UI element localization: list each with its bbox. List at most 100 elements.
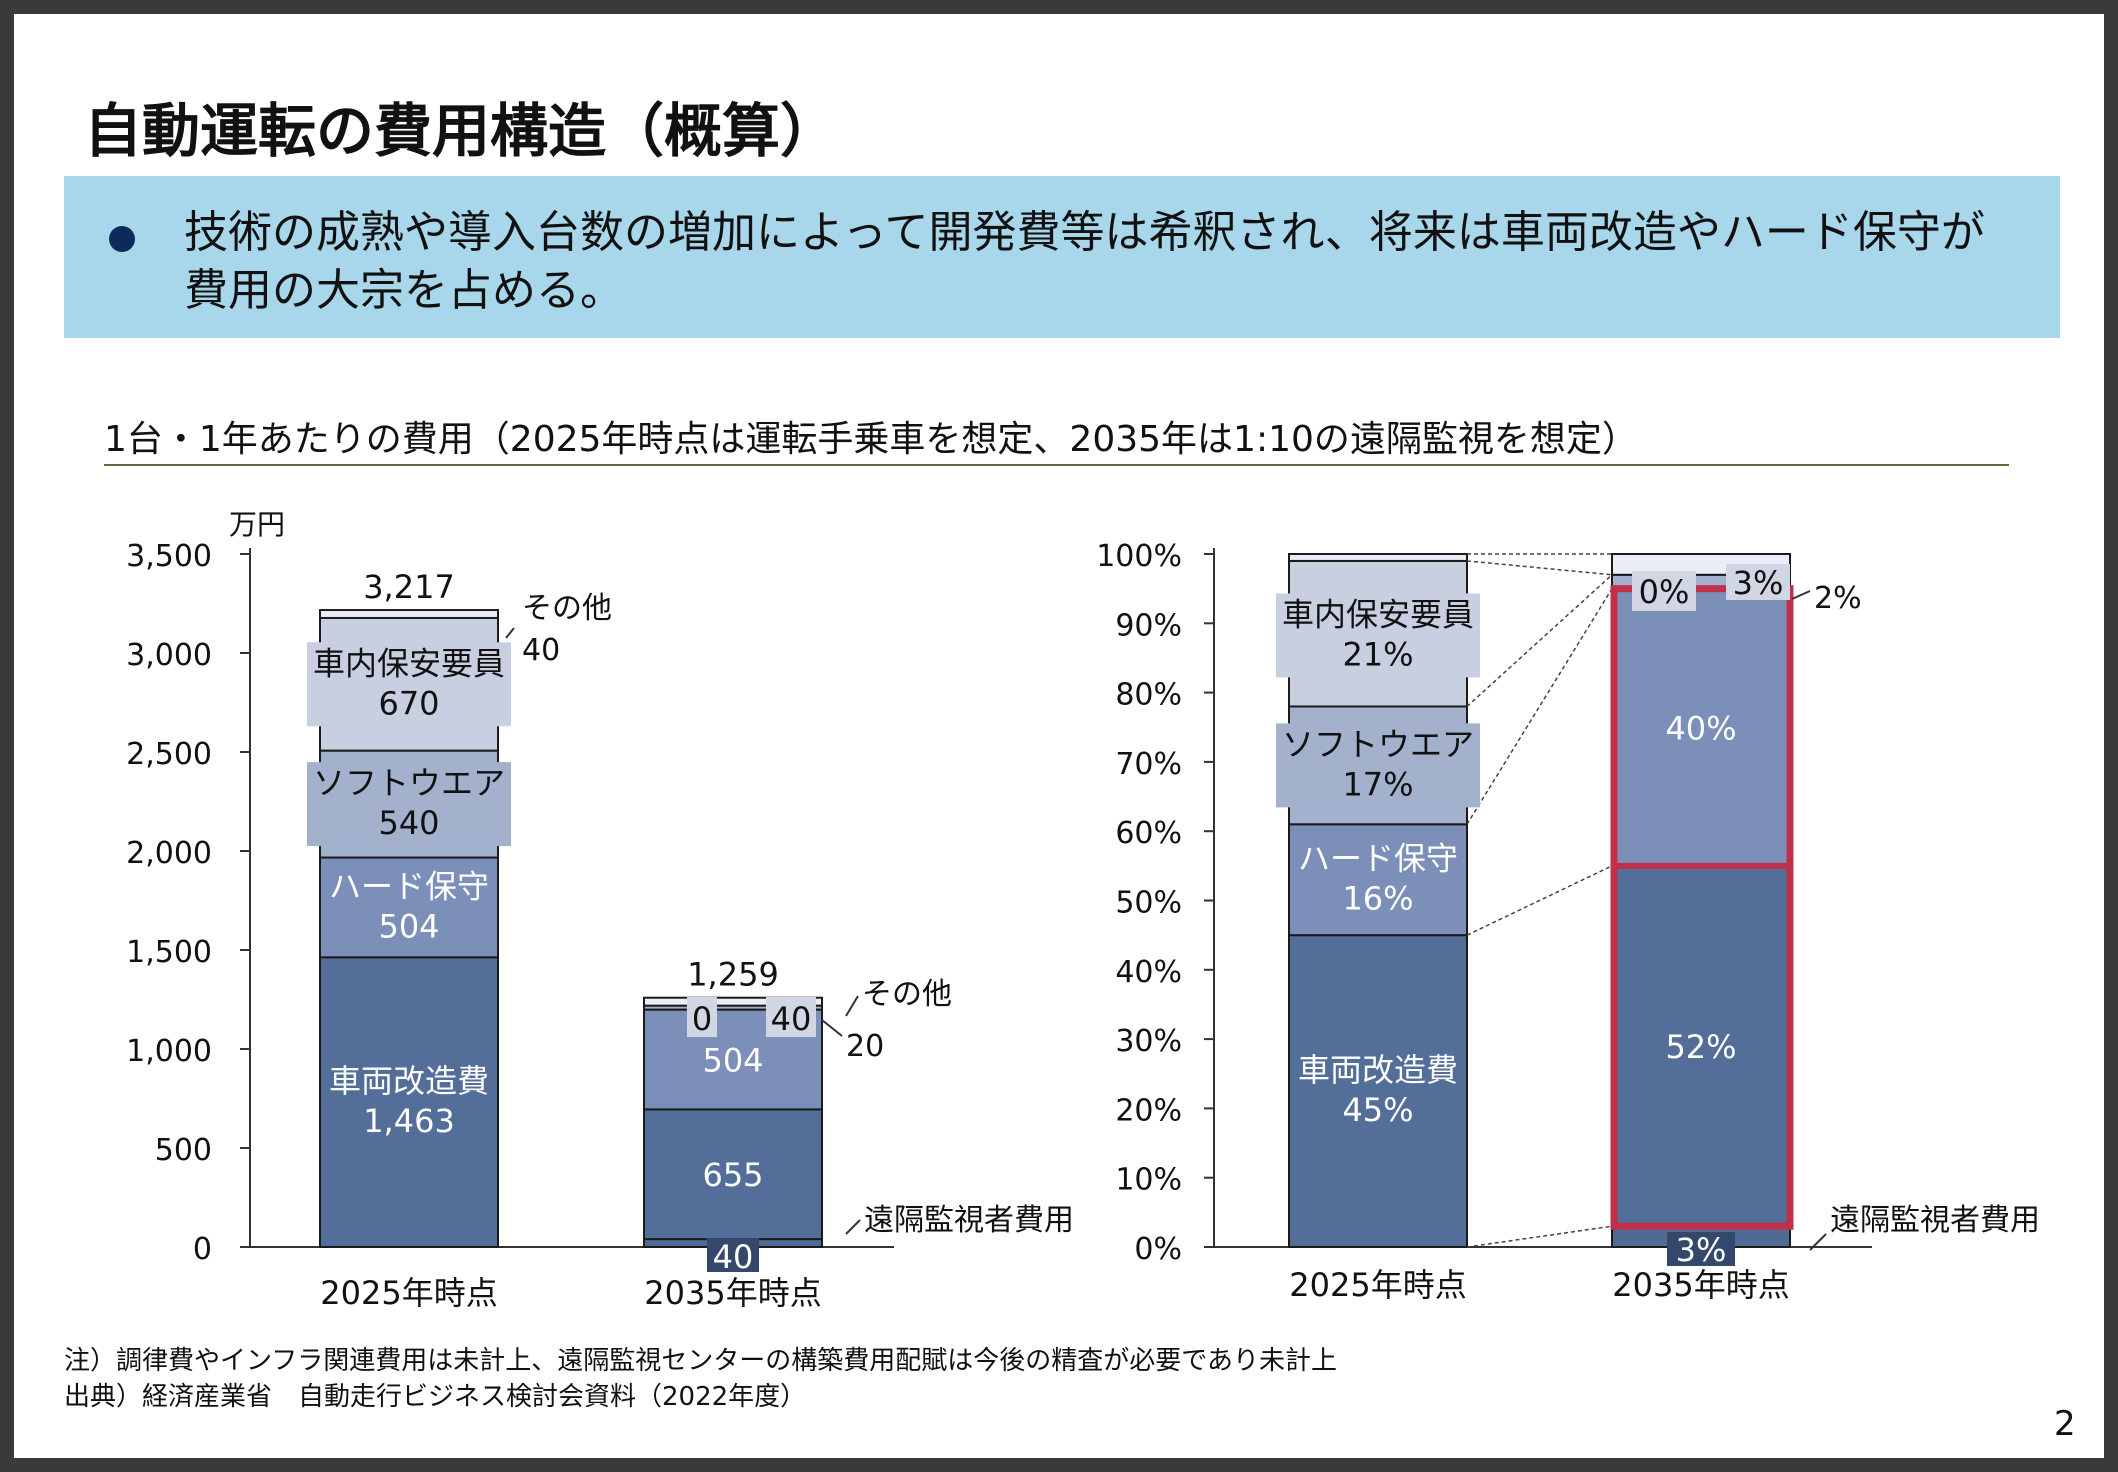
x-tick-label: 2025年時点 [320,1274,497,1312]
guard-label: 670 [378,684,439,722]
hardware-label: 16% [1342,880,1413,918]
guard-label: 0 [692,1000,712,1038]
highlight-box [1610,585,1794,1230]
software-label: 17% [1342,765,1413,803]
software-label-bg [1276,723,1480,808]
vehicle-label: 655 [702,1156,763,1194]
y-tick-label: 90% [1115,608,1182,643]
annotation-other-value: 40 [522,633,560,668]
connector-line [1466,588,1613,825]
bar-segment [643,1108,823,1241]
x-tick-label: 2035年時点 [644,1274,821,1312]
bar-segment [1611,864,1791,1228]
other-label: 40 [771,1000,812,1038]
footnote: 注）調律費やインフラ関連費用は未計上、遠隔監視センターの構築費用配賦は今後の精査… [64,1346,1337,1376]
bar-segment [319,956,499,1248]
guard-label: 車内保安要員 [313,644,505,682]
cost-amount-chart: 万円 0 500 1,000 1,500 2,000 2,500 3,000 3,500 3,21… [126,508,1074,1312]
hardware-label: ハード保守 [1298,840,1458,878]
annotation-leader [1791,590,1811,600]
hardware-label: 504 [702,1041,763,1079]
y-tick-label: 100% [1096,539,1182,574]
y-tick-label: 2,000 [126,836,212,871]
bar-segment [319,856,499,959]
cost-share-chart: 0% 10% 20% 30% 40% 50% 60% 70% 80% 90% 100% 2025年時点… [1096,539,2040,1304]
y-tick-label: 80% [1115,678,1182,713]
unit-label: 万円 [229,508,285,541]
source-note: 出典）経済産業省 自動走行ビジネス検討会資料（2022年度） [64,1382,807,1412]
guard-label-bg [1632,571,1696,611]
hardware-label: 504 [378,907,439,945]
vehicle-label: 1,463 [363,1102,455,1140]
annotation-leader [845,995,859,1017]
y-tick-label: 60% [1115,816,1182,851]
page-number: 2 [2054,1404,2076,1444]
software-label-bg [307,762,511,847]
y-tick-label: 3,500 [126,539,212,574]
bar-segment [1288,823,1468,937]
vehicle-label: 車両改造費 [1298,1051,1458,1089]
guard-label-bg [1276,593,1480,678]
hardware-label: 40% [1665,709,1736,747]
connector-line [1466,865,1613,936]
y-tick-label: 0 [193,1232,212,1267]
annotation-remote: 遠隔監視者費用 [1830,1203,2040,1238]
callout-text: 技術の成熟や導入台数の増加によって開発費等は希釈され、将来は車両改造やハード保守… [184,207,1985,316]
connector-line [1466,574,1613,708]
x-tick-label: 2025年時点 [1289,1266,1466,1304]
slide: 自動運転の費用構造（概算） 技術の成熟や導入台数の増加によって開発費等は希釈され… [14,14,2104,1458]
chart-subtitle: 1台・1年あたりの費用（2025年時点は運転手乗車を想定、2035年は1:10の… [104,419,1638,460]
annotation-other: その他 [862,977,952,1012]
remote-label-bg [1667,1232,1735,1266]
vehicle-label: 52% [1665,1028,1736,1066]
guard-label: 0% [1639,573,1690,611]
x-tick-label: 2035年時点 [1612,1266,1789,1304]
page-title: 自動運転の費用構造（概算） [84,97,839,165]
y-tick-label: 500 [155,1133,212,1168]
software-label: 540 [378,804,439,842]
software-label: ソフトウエア [313,764,505,802]
annotation-software-value: 20 [846,1029,884,1064]
divider [104,464,2009,466]
annotation-remote: 遠隔監視者費用 [864,1203,1074,1238]
y-tick-label: 1,000 [126,1034,212,1069]
bar-segment [1288,934,1468,1249]
y-tick-label: 30% [1115,1024,1182,1059]
other-label-bg [766,997,816,1037]
remote-label: 40 [713,1238,754,1276]
annotation-leader [821,1019,843,1037]
bar-segment [1288,553,1468,562]
remote-label: 3% [1676,1231,1727,1269]
annotation-leader [505,627,515,639]
guard-label-bg [687,997,717,1037]
guard-label: 車内保安要員 [1282,595,1474,633]
bar-segment [319,609,499,619]
annotation-leader [845,1219,861,1235]
annotation-leader [1809,1233,1827,1251]
y-tick-label: 70% [1115,747,1182,782]
y-tick-label: 0% [1134,1232,1182,1267]
guard-label-bg [307,642,511,727]
y-tick-label: 1,500 [126,935,212,970]
y-tick-label: 50% [1115,886,1182,921]
y-tick-label: 20% [1115,1093,1182,1128]
remote-label-bg [707,1238,759,1272]
summary-callout [64,176,2060,338]
bullet-icon [109,226,135,252]
vehicle-label: 車両改造費 [329,1062,489,1100]
software-label: 2% [1814,581,1862,616]
software-label: ソフトウエア [1282,725,1474,763]
hardware-label: ハード保守 [329,867,489,905]
connector-line [1466,560,1613,576]
y-tick-label: 3,000 [126,638,212,673]
y-tick-label: 10% [1115,1163,1182,1198]
vehicle-label: 45% [1342,1091,1413,1129]
connector-line [1466,1225,1613,1248]
guard-label: 21% [1342,635,1413,673]
y-tick-label: 40% [1115,955,1182,990]
bar-segment [643,996,823,1007]
bar-total-label: 3,217 [363,568,455,606]
other-label: 3% [1733,564,1784,602]
y-tick-label: 2,500 [126,737,212,772]
other-label-bg [1726,564,1790,600]
